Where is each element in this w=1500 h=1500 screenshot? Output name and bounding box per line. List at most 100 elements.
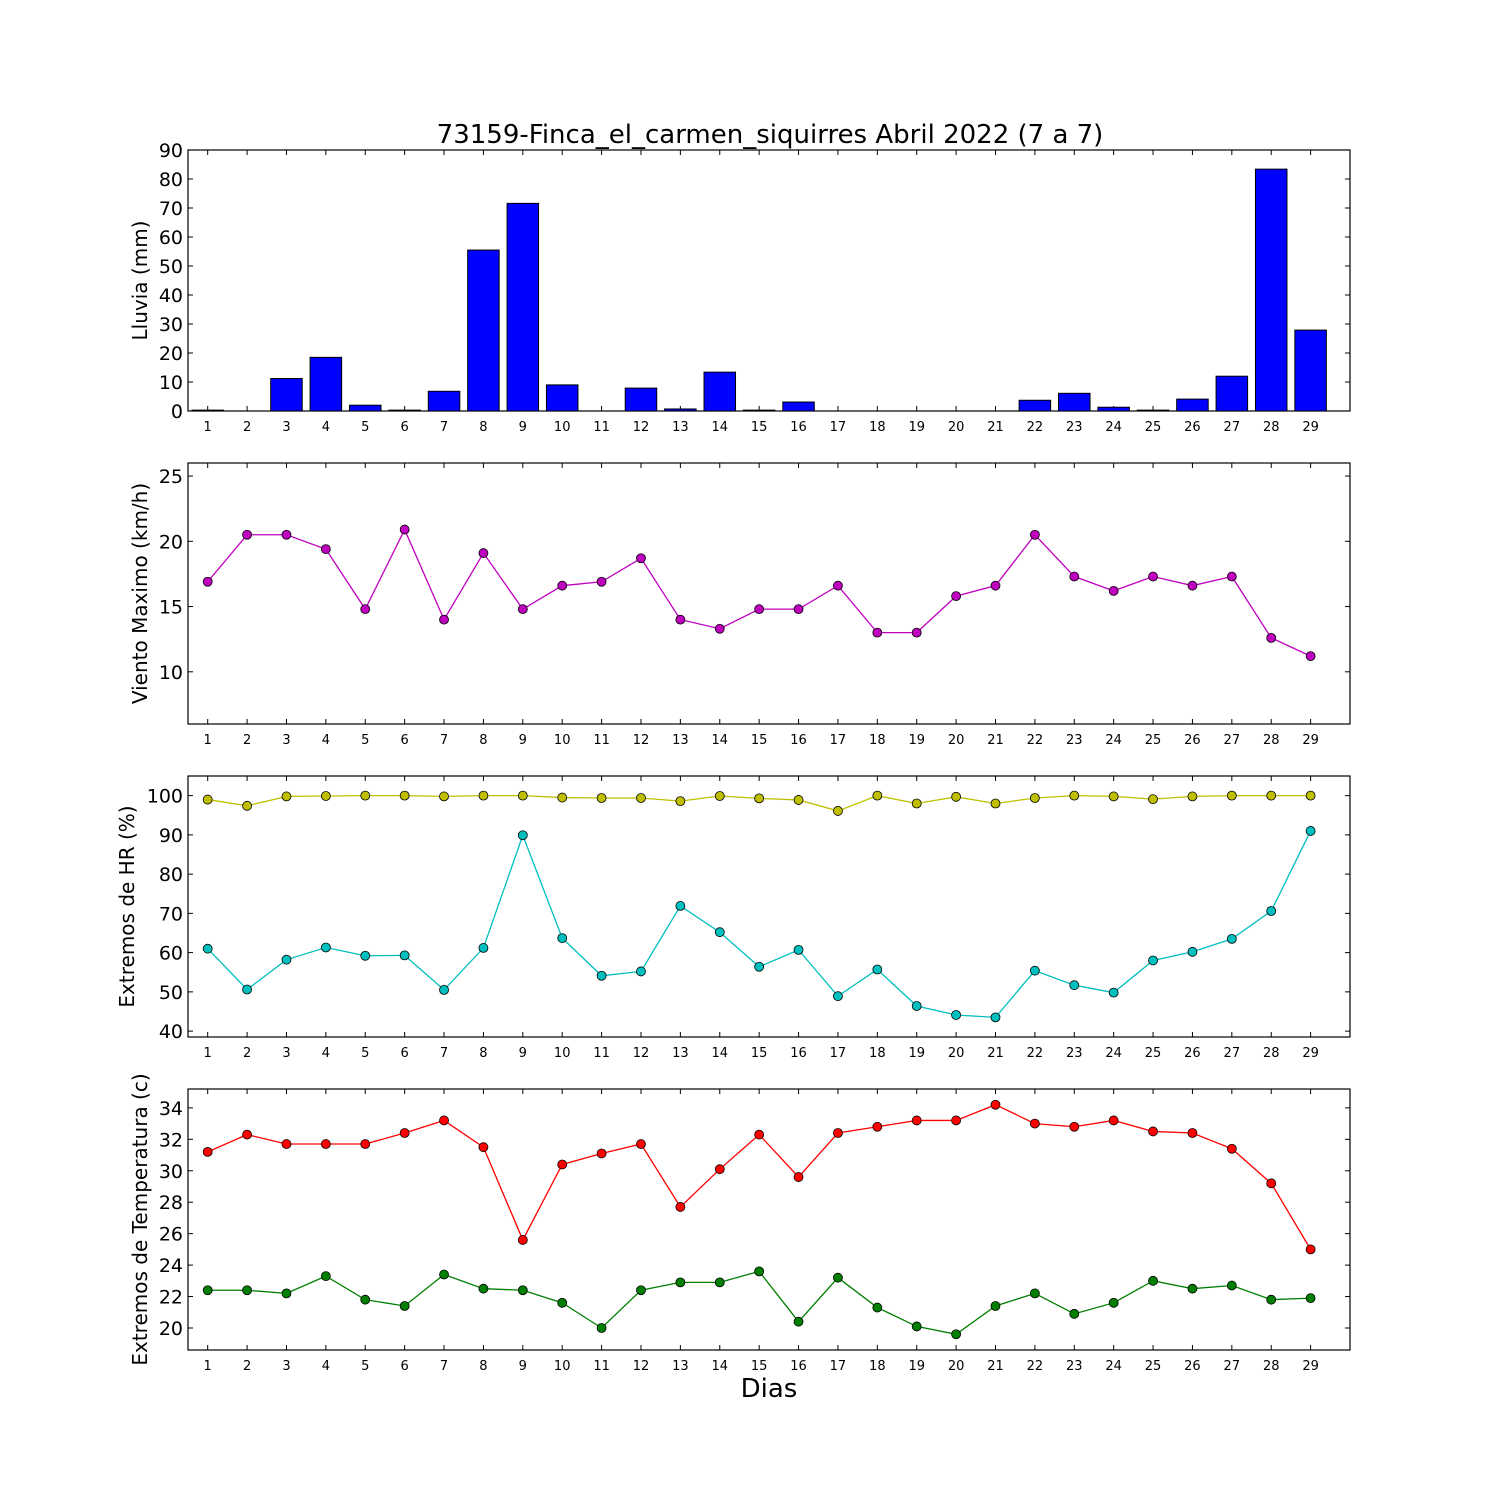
temperature-series-1-point	[517, 1285, 528, 1296]
humidity-series-1-point	[242, 984, 252, 995]
humidity-series-0-point	[242, 800, 252, 811]
rain-y-tick-label: 40	[159, 285, 183, 307]
temperature-series-1-point	[478, 1283, 489, 1294]
wind-x-tick-label: 29	[1302, 733, 1319, 748]
wind-x-tick-label: 1	[204, 733, 212, 748]
humidity-x-tick-label: 4	[322, 1046, 330, 1061]
humidity-x-tick-label: 16	[790, 1046, 807, 1061]
humidity-series-1-point	[990, 1012, 1001, 1023]
temperature-x-tick-label: 25	[1145, 1359, 1162, 1374]
temperature-series-1-point	[557, 1297, 568, 1308]
wind-series-0-point	[1108, 585, 1119, 596]
humidity-x-tick-label: 10	[554, 1046, 571, 1061]
temperature-series-0-point	[202, 1146, 213, 1157]
rain-x-tick-label: 22	[1027, 420, 1044, 435]
rain-y-tick-label: 60	[159, 227, 183, 249]
humidity-x-tick-label: 3	[282, 1046, 290, 1061]
humidity-series-0-point	[478, 790, 489, 801]
temperature-series-1-point	[1305, 1293, 1316, 1304]
rain-bar	[1097, 406, 1130, 412]
humidity-y-tick-label: 50	[159, 982, 183, 1004]
humidity-series-0-point	[793, 795, 804, 805]
humidity-series-1-point	[1108, 987, 1119, 998]
wind-series-0-point	[360, 604, 371, 615]
temperature-series-1-point	[1187, 1283, 1198, 1294]
wind-x-tick-label: 25	[1145, 733, 1162, 748]
wind-series-0-line	[207, 528, 1311, 657]
humidity-series-1-point	[1266, 906, 1277, 916]
wind-y-tick-label: 15	[159, 597, 183, 619]
temperature-series-1-point	[675, 1277, 686, 1288]
humidity-x-tick-label: 2	[243, 1046, 251, 1061]
humidity-series-0-point	[202, 794, 213, 805]
humidity-y-tick-label: 70	[159, 903, 183, 925]
temperature-x-tick-label: 18	[869, 1359, 886, 1374]
temperature-y-tick-label: 32	[159, 1129, 183, 1151]
rain-x-tick-label: 26	[1184, 420, 1201, 435]
temperature-series-0-point	[675, 1202, 686, 1212]
temperature-series-0-point	[478, 1142, 489, 1153]
wind-series-0-point	[675, 614, 686, 625]
humidity-y-tick-label: 40	[159, 1021, 183, 1043]
temperature-series-1-point	[754, 1266, 765, 1277]
humidity-series-1-point	[636, 966, 646, 977]
humidity-x-tick-label: 17	[830, 1046, 847, 1061]
humidity-series-1-point	[793, 944, 804, 955]
temperature-x-tick-label: 22	[1027, 1359, 1044, 1374]
humidity-series-1-point	[675, 901, 686, 911]
humidity-series-0-point	[754, 793, 765, 804]
humidity-series-0-point	[320, 791, 331, 801]
temperature-x-tick-label: 2	[243, 1359, 251, 1374]
temperature-series-0-point	[1029, 1118, 1040, 1129]
temperature-y-tick-label: 26	[159, 1224, 183, 1246]
temperature-series-1-point	[242, 1285, 252, 1296]
temperature-series-1-point	[202, 1285, 213, 1296]
rain-bar	[1058, 392, 1091, 412]
humidity-series-1-point	[517, 830, 528, 841]
temperature-series-0-point	[714, 1164, 725, 1175]
temperature-series-0-point	[320, 1139, 331, 1149]
humidity-series-1-point	[596, 970, 607, 981]
wind-series-0-point	[1069, 571, 1080, 582]
humidity-x-tick-label: 24	[1105, 1046, 1122, 1061]
temperature-y-tick-label: 22	[159, 1287, 183, 1309]
humidity-series-0-point	[675, 796, 686, 807]
temperature-series-0-point	[990, 1099, 1001, 1110]
humidity-x-tick-label: 29	[1302, 1046, 1319, 1061]
temperature-x-tick-label: 10	[554, 1359, 571, 1374]
humidity-x-tick-label: 28	[1263, 1046, 1280, 1061]
rain-bar	[742, 409, 776, 412]
temperature-y-tick-label: 28	[159, 1192, 183, 1214]
wind-x-tick-label: 7	[440, 733, 448, 748]
wind-x-tick-label: 22	[1027, 733, 1044, 748]
temperature-x-tick-label: 15	[751, 1359, 768, 1374]
humidity-series-0-point	[1148, 794, 1158, 805]
temperature-x-tick-label: 6	[401, 1359, 409, 1374]
rain-bar	[467, 249, 500, 412]
temperature-x-tick-label: 12	[633, 1359, 650, 1374]
rain-x-tick-label: 13	[672, 420, 689, 435]
temperature-series-0-point	[281, 1139, 292, 1149]
humidity-panel: Extremos de HR (%)	[115, 775, 1351, 1038]
rain-bar	[624, 387, 658, 412]
rain-panel-frame	[187, 149, 1351, 412]
rain-x-tick-label: 11	[593, 420, 610, 435]
rain-x-tick-label: 17	[830, 420, 847, 435]
humidity-x-tick-label: 21	[987, 1046, 1004, 1061]
wind-series-0-point	[714, 623, 725, 634]
rain-y-tick-label: 10	[159, 372, 183, 394]
rain-bar	[545, 384, 579, 412]
rain-bar	[1294, 329, 1327, 412]
wind-series-0-point	[1266, 632, 1277, 643]
rain-y-tick-label: 70	[159, 198, 183, 220]
humidity-series-0-point	[911, 798, 922, 809]
rain-bar	[388, 409, 421, 412]
wind-x-tick-label: 18	[869, 733, 886, 748]
humidity-series-0-point	[990, 798, 1001, 809]
humidity-series-0-point	[281, 791, 292, 802]
wind-series-0-point	[596, 576, 607, 587]
temperature-series-1-point	[1226, 1280, 1237, 1291]
humidity-series-1-point	[1148, 955, 1158, 966]
